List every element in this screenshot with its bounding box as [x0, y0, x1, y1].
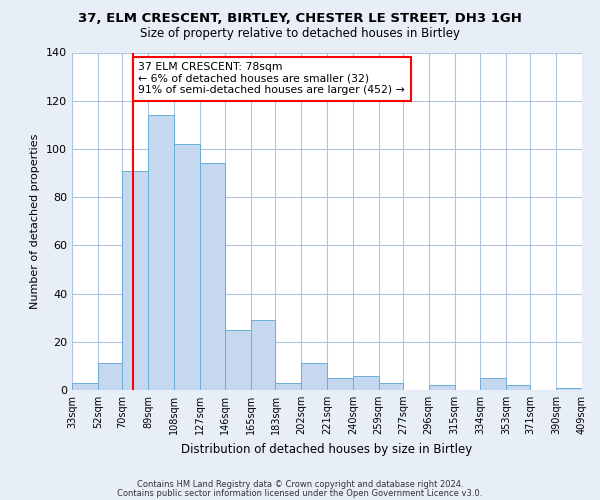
Text: 37, ELM CRESCENT, BIRTLEY, CHESTER LE STREET, DH3 1GH: 37, ELM CRESCENT, BIRTLEY, CHESTER LE ST…	[78, 12, 522, 26]
Bar	[199, 164, 225, 390]
Bar	[251, 320, 275, 390]
Bar	[506, 385, 530, 390]
Text: 37 ELM CRESCENT: 78sqm
← 6% of detached houses are smaller (32)
91% of semi-deta: 37 ELM CRESCENT: 78sqm ← 6% of detached …	[139, 62, 405, 96]
Bar	[122, 170, 148, 390]
Text: Contains HM Land Registry data © Crown copyright and database right 2024.: Contains HM Land Registry data © Crown c…	[137, 480, 463, 489]
Bar	[174, 144, 199, 390]
Bar	[480, 378, 506, 390]
Bar	[98, 364, 122, 390]
Bar	[225, 330, 251, 390]
X-axis label: Distribution of detached houses by size in Birtley: Distribution of detached houses by size …	[181, 442, 473, 456]
Text: Size of property relative to detached houses in Birtley: Size of property relative to detached ho…	[140, 28, 460, 40]
Bar	[301, 364, 327, 390]
Bar	[275, 383, 301, 390]
Bar	[148, 115, 174, 390]
Y-axis label: Number of detached properties: Number of detached properties	[31, 134, 40, 309]
Bar	[379, 383, 403, 390]
Text: Contains public sector information licensed under the Open Government Licence v3: Contains public sector information licen…	[118, 489, 482, 498]
Bar	[72, 383, 98, 390]
Bar	[353, 376, 379, 390]
Bar	[429, 385, 455, 390]
Bar	[327, 378, 353, 390]
Bar	[556, 388, 582, 390]
